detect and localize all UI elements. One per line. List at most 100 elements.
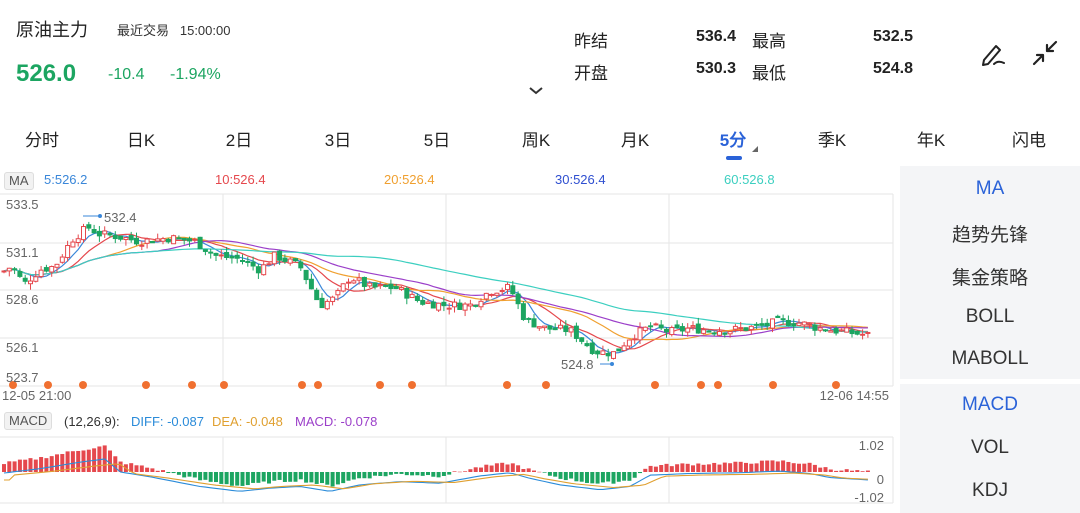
candle (785, 319, 791, 327)
signal-dot (220, 381, 228, 389)
grid (0, 193, 894, 504)
macd-bar (436, 472, 441, 478)
candle (324, 300, 330, 310)
macd-bar (208, 472, 213, 482)
ma-tag[interactable]: MA (4, 172, 34, 190)
candle (711, 332, 717, 335)
candle (86, 224, 92, 229)
candle (589, 342, 595, 354)
macd-bar (781, 460, 786, 472)
candle (552, 327, 558, 331)
candle (38, 269, 44, 278)
macd-bar (860, 471, 865, 472)
macd-bar (171, 472, 176, 474)
macd-bar (479, 467, 483, 472)
tab-day[interactable]: 日K (126, 131, 156, 150)
candle (33, 276, 39, 282)
signal-dot (44, 381, 52, 389)
signal-dot (188, 381, 196, 389)
macd-bar (12, 461, 17, 472)
tab-flash[interactable]: 闪电 (1012, 131, 1046, 150)
candle (160, 238, 166, 242)
macd-tag[interactable]: MACD (4, 412, 53, 430)
macd-bar (521, 469, 526, 472)
candle (22, 277, 28, 282)
macd-bar (818, 467, 823, 472)
panel-divider (900, 379, 1080, 384)
tab-week[interactable]: 周K (521, 131, 551, 150)
indicator-gold-strategy[interactable]: 集金策略 (951, 268, 1028, 289)
signal-dot (503, 381, 511, 389)
tab-fenshi[interactable]: 分时 (25, 131, 59, 150)
macd-bar (309, 472, 314, 483)
shrink-icon[interactable] (1030, 38, 1060, 68)
candle (473, 304, 479, 307)
macd-bar (669, 466, 674, 472)
active-tab-underline (726, 156, 742, 160)
tab-year[interactable]: 年K (916, 131, 946, 150)
indicator-macd[interactable]: MACD (962, 394, 1018, 415)
macd-bar (505, 464, 510, 472)
ma10-legend: 10:526.4 (215, 172, 266, 187)
indicator-panel: MA 趋势先锋 集金策略 BOLL MABOLL MACD VOL KDJ (900, 166, 1080, 513)
macd-bar (733, 461, 738, 472)
macd-bar (706, 464, 711, 472)
quote-label-low: 最低 (752, 64, 786, 83)
chevron-down-icon[interactable] (528, 86, 544, 96)
tab-5min[interactable]: 5分 (719, 131, 747, 150)
candle (271, 251, 277, 265)
kline-chart[interactable]: 533.5 531.1 528.6 526.1 523.7 12-05 21:0… (0, 0, 900, 513)
macd-bar (855, 470, 860, 472)
indicator-kdj[interactable]: KDJ (972, 480, 1008, 501)
macd-bar (563, 472, 568, 481)
macd-line (3, 458, 868, 492)
macd-bar (526, 468, 531, 472)
tab-3day[interactable]: 3日 (324, 131, 352, 150)
candle (176, 237, 182, 240)
last-trade-time: 15:00:00 (179, 23, 231, 38)
indicator-boll[interactable]: BOLL (965, 306, 1015, 327)
indicator-trend-pioneer[interactable]: 趋势先锋 (951, 225, 1028, 246)
candle (679, 326, 685, 332)
macd-bar (17, 459, 22, 472)
macd-params: (12,26,9): (64, 414, 120, 429)
indicator-ma[interactable]: MA (975, 178, 1005, 199)
candle (457, 302, 463, 310)
tab-month[interactable]: 月K (620, 131, 650, 150)
macd-bar (850, 470, 854, 472)
tab-dropdown-icon[interactable] (752, 146, 758, 152)
tab-5day[interactable]: 5日 (423, 131, 451, 150)
tab-2day[interactable]: 2日 (225, 131, 253, 150)
candle (531, 318, 537, 328)
candle (494, 292, 500, 296)
candle (764, 322, 770, 327)
candle (520, 303, 526, 320)
macd-bar (441, 472, 446, 476)
indicator-maboll[interactable]: MABOLL (951, 348, 1029, 369)
candle (277, 250, 283, 261)
macd-bar (431, 472, 436, 477)
macd-bar (304, 472, 309, 483)
candle (372, 282, 378, 288)
macd-bar (590, 472, 595, 484)
macd-bar (49, 456, 54, 472)
candle (838, 329, 844, 332)
draw-icon[interactable] (978, 38, 1008, 68)
macd-bar (198, 472, 203, 481)
macd-bar (765, 460, 770, 472)
candle (107, 232, 113, 236)
macd-bar (600, 472, 605, 483)
macd-bar (865, 470, 870, 472)
macd-bar (33, 459, 38, 472)
macd-bar (468, 469, 473, 472)
macd-bar (452, 471, 457, 472)
signal-dot (79, 381, 87, 389)
candle (91, 229, 97, 234)
macd-bar (834, 470, 839, 472)
candle (828, 330, 834, 333)
tab-season[interactable]: 季K (817, 131, 847, 150)
macd-bar (44, 458, 49, 472)
max-price-label: 532.4 (104, 210, 137, 225)
candle (807, 323, 813, 326)
indicator-vol[interactable]: VOL (970, 437, 1010, 458)
